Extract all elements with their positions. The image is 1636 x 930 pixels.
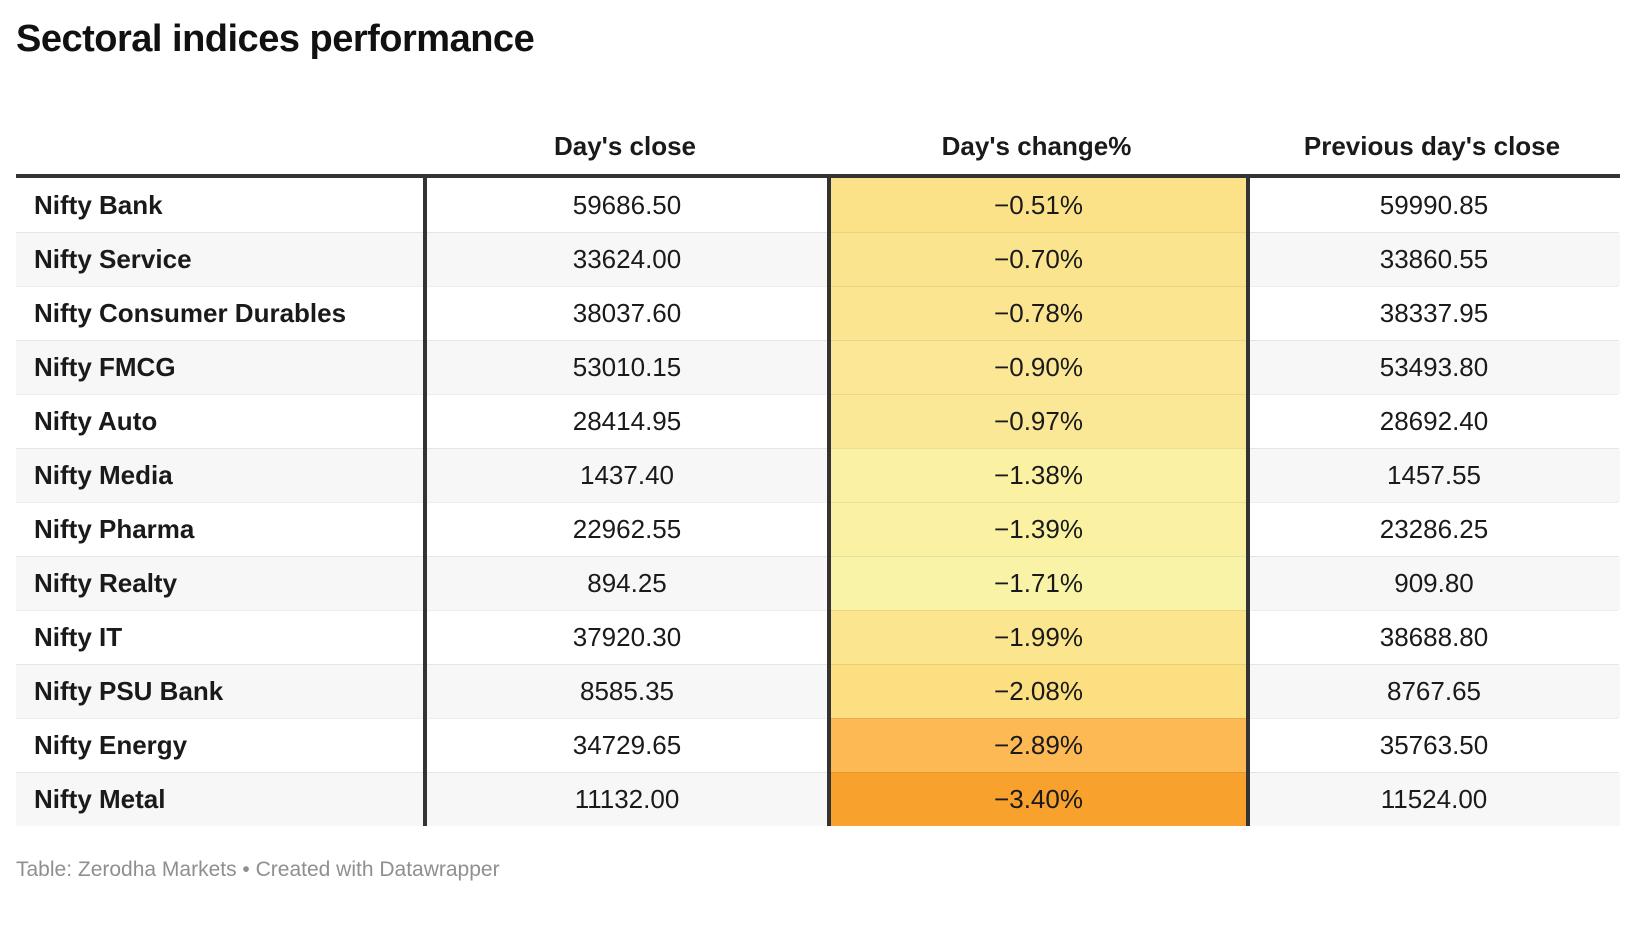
prev-close-cell: 909.80 bbox=[1246, 556, 1618, 610]
prev-close-cell: 35763.50 bbox=[1246, 718, 1618, 772]
days-close-cell: 37920.30 bbox=[423, 610, 827, 664]
row-label: Nifty Auto bbox=[16, 394, 423, 448]
table-row: Nifty Consumer Durables 38037.60 −0.78% 383… bbox=[16, 286, 1620, 340]
table-row: Nifty Energy 34729.65 −2.89% 35763.50 bbox=[16, 718, 1620, 772]
table-row: Nifty Auto 28414.95 −0.97% 28692.40 bbox=[16, 394, 1620, 448]
row-label: Nifty Pharma bbox=[16, 502, 423, 556]
table-row: Nifty FMCG 53010.15 −0.90% 53493.80 bbox=[16, 340, 1620, 394]
row-label: Nifty PSU Bank bbox=[16, 664, 423, 718]
row-label: Nifty Bank bbox=[34, 189, 163, 220]
days-close-cell: 34729.65 bbox=[423, 718, 827, 772]
prev-close-cell: 33860.55 bbox=[1246, 232, 1618, 286]
days-close-cell: 11132.00 bbox=[423, 772, 827, 826]
table-header-row: Day's close Day's change% Previous day's… bbox=[16, 110, 1620, 174]
days-close-cell: 894.25 bbox=[423, 556, 827, 610]
table-row: Nifty Service 33624.00 −0.70% 33860.55 bbox=[16, 232, 1620, 286]
table-row: Nifty Metal 11132.00 −3.40% 11524.00 bbox=[16, 772, 1620, 826]
column-header-prev-close: Previous day's close bbox=[1303, 131, 1561, 161]
table-row: Nifty Pharma 22962.55 −1.39% 23286.25 bbox=[16, 502, 1620, 556]
footer-attribution: Table: Zerodha Markets • Created with Da… bbox=[16, 858, 500, 881]
row-label: Nifty Energy bbox=[16, 718, 423, 772]
row-label: Nifty Media bbox=[16, 448, 423, 502]
row-label: Nifty FMCG bbox=[16, 340, 423, 394]
days-close-cell: 8585.35 bbox=[423, 664, 827, 718]
table-row: Nifty PSU Bank 8585.35 −2.08% 8767.65 bbox=[16, 664, 1620, 718]
datawrapper-table-page: Sectoral indices performance Day's close… bbox=[0, 16, 1636, 882]
days-change-cell: −0.70% bbox=[827, 232, 1246, 286]
days-change-cell: −0.78% bbox=[827, 286, 1246, 340]
days-close-cell: 28414.95 bbox=[423, 394, 827, 448]
days-close-cell: 59686.50 bbox=[423, 178, 827, 232]
prev-close-cell: 28692.40 bbox=[1246, 394, 1618, 448]
sector-table: Day's close Day's change% Previous day's… bbox=[16, 110, 1620, 826]
row-label: Nifty Consumer Durables bbox=[16, 286, 423, 340]
days-close-cell: 22962.55 bbox=[423, 502, 827, 556]
prev-close-cell: 59990.85 bbox=[1246, 178, 1618, 232]
column-header-days-close: Day's close bbox=[553, 131, 697, 161]
prev-close-cell: 38337.95 bbox=[1246, 286, 1618, 340]
row-label: Nifty Metal bbox=[16, 772, 423, 826]
row-label: Nifty IT bbox=[16, 610, 423, 664]
table-row: Nifty Realty 894.25 −1.71% 909.80 bbox=[16, 556, 1620, 610]
days-change-cell: −1.71% bbox=[827, 556, 1246, 610]
prev-close-cell: 38688.80 bbox=[1246, 610, 1618, 664]
days-change-cell: −3.40% bbox=[827, 772, 1246, 826]
table-row: Nifty IT 37920.30 −1.99% 38688.80 bbox=[16, 610, 1620, 664]
table-row: Nifty Media 1437.40 −1.38% 1457.55 bbox=[16, 448, 1620, 502]
days-change-cell: −2.89% bbox=[827, 718, 1246, 772]
prev-close-cell: 8767.65 bbox=[1246, 664, 1618, 718]
days-change-cell: −1.39% bbox=[827, 502, 1246, 556]
days-change-cell: −1.38% bbox=[827, 448, 1246, 502]
prev-close-cell: 11524.00 bbox=[1246, 772, 1618, 826]
prev-close-cell: 53493.80 bbox=[1246, 340, 1618, 394]
days-close-cell: 53010.15 bbox=[423, 340, 827, 394]
page-title: Sectoral indices performance bbox=[16, 18, 535, 60]
days-change-cell: −0.51% bbox=[827, 178, 1246, 232]
row-label: Nifty Service bbox=[16, 232, 423, 286]
column-header-days-change: Day's change% bbox=[941, 131, 1132, 161]
prev-close-cell: 23286.25 bbox=[1246, 502, 1618, 556]
table-body: Nifty Bank 59686.50 −0.51% 59990.85 Nifty Se… bbox=[16, 174, 1620, 826]
prev-close-cell: 1457.55 bbox=[1246, 448, 1618, 502]
days-change-cell: −1.99% bbox=[827, 610, 1246, 664]
days-close-cell: 38037.60 bbox=[423, 286, 827, 340]
days-change-cell: −0.97% bbox=[827, 394, 1246, 448]
days-close-cell: 1437.40 bbox=[423, 448, 827, 502]
days-close-cell: 33624.00 bbox=[423, 232, 827, 286]
days-change-cell: −2.08% bbox=[827, 664, 1246, 718]
table-row: Nifty Bank 59686.50 −0.51% 59990.85 bbox=[16, 178, 1620, 232]
days-change-cell: −0.90% bbox=[827, 340, 1246, 394]
row-label: Nifty Realty bbox=[16, 556, 423, 610]
